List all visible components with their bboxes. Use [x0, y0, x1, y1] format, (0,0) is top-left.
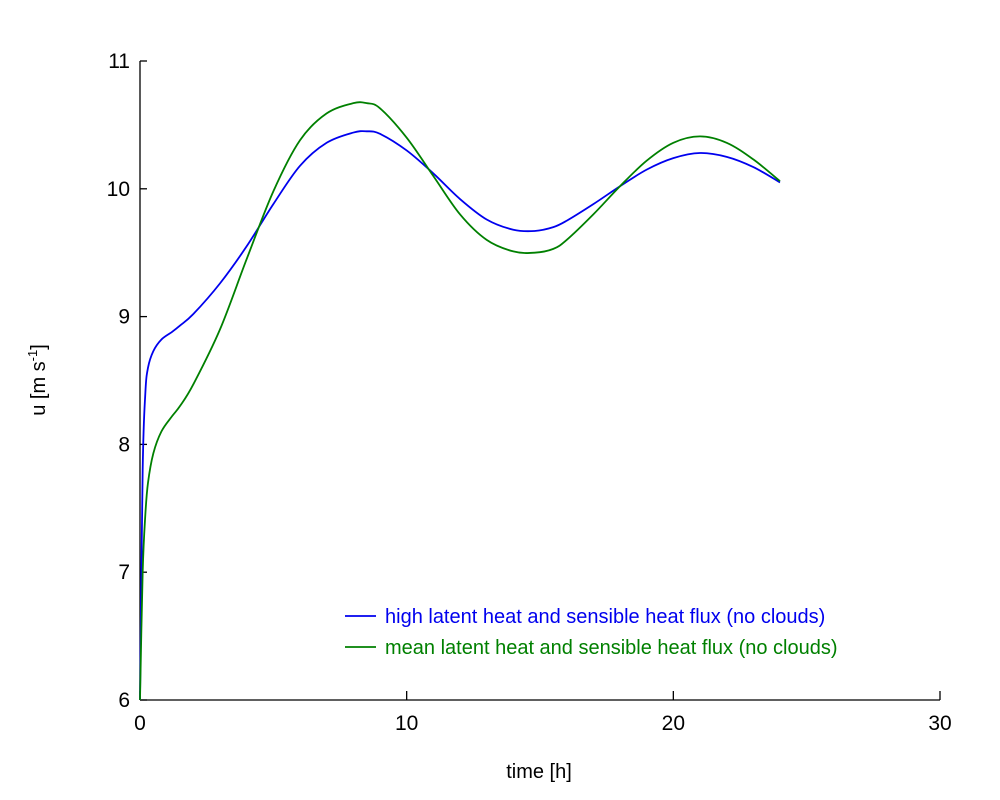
series-line-2	[139, 101, 781, 701]
x-tick-label: 10	[395, 712, 418, 735]
y-ticks: 6 7 8 9 10 11	[107, 50, 147, 712]
y-tick-label: 7	[118, 561, 130, 584]
x-tick-label: 20	[662, 712, 685, 735]
y-axis-title-sup: -1	[25, 350, 40, 362]
axes: 0 10 20 30 6 7 8 9 10 11	[107, 50, 952, 735]
y-axis-title-main: u [m s	[28, 361, 50, 415]
x-ticks: 0 10 20 30	[134, 691, 952, 735]
series-line-1	[139, 130, 781, 701]
y-tick-label: 8	[118, 433, 130, 456]
y-tick-label: 10	[107, 178, 130, 201]
x-tick-label: 0	[134, 712, 146, 735]
x-tick-label: 30	[928, 712, 951, 735]
legend: high latent heat and sensible heat flux …	[345, 606, 838, 659]
legend-label-2: mean latent heat and sensible heat flux …	[385, 637, 838, 659]
x-axis-title: time [h]	[506, 761, 572, 783]
legend-label-1: high latent heat and sensible heat flux …	[385, 606, 825, 628]
y-axis-title: u [m s-1]	[25, 344, 50, 416]
y-axis-title-end: ]	[28, 344, 50, 350]
y-tick-label: 11	[108, 50, 130, 73]
y-tick-label: 9	[118, 306, 130, 329]
y-tick-label: 6	[118, 689, 130, 712]
series-layer	[139, 101, 781, 701]
